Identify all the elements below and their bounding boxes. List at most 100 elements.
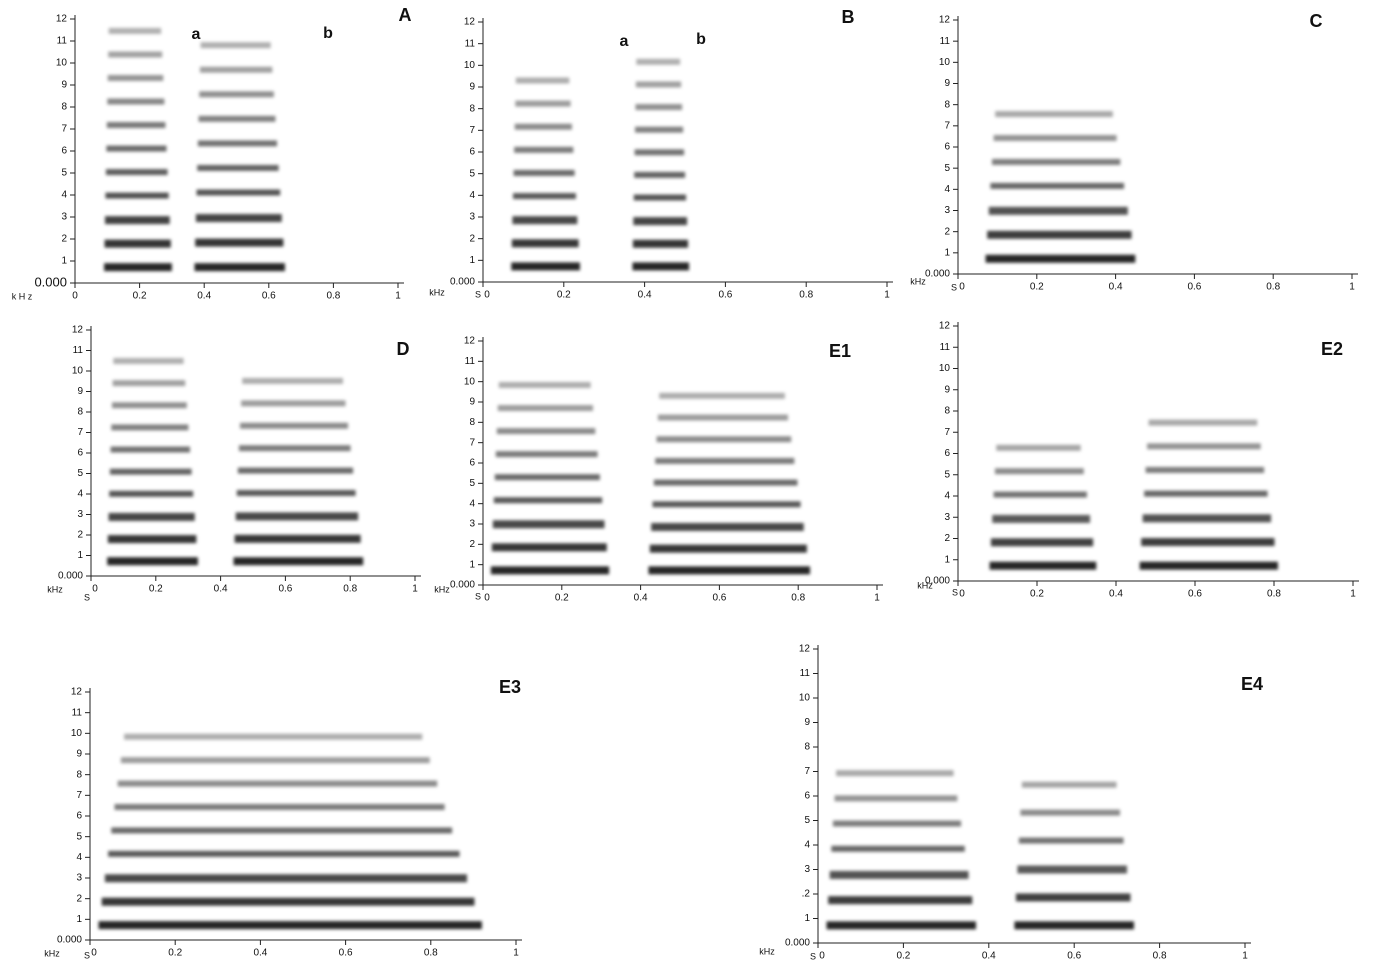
y-tick-label: 9 (469, 397, 475, 408)
spectrogram-band (633, 217, 688, 226)
y-tick-label: 10 (939, 363, 951, 374)
annotation: b (323, 25, 333, 42)
spectrogram (648, 392, 811, 575)
spectrogram-band (829, 870, 969, 879)
spectrogram-band (104, 874, 468, 883)
spectrogram-band (117, 780, 438, 787)
panel: 0.000 1 .2 3 4 5 6 7 8 9 10 11 12 0 0.2 0.4 0.6 0.8 1 kHz S E… (759, 644, 1263, 962)
x-tick-label: 0.4 (982, 951, 996, 962)
y-tick-label: 12 (799, 644, 811, 655)
spectrogram-band (1014, 921, 1134, 930)
spectrogram-band (831, 845, 965, 852)
y-tick-label: 11 (465, 38, 476, 49)
y-tick-label: 1 (469, 559, 475, 570)
x-unit: S (475, 591, 481, 601)
y-tick-label: 0.000 (34, 274, 67, 289)
spectrogram-band (110, 446, 190, 453)
spectrogram-band (111, 402, 187, 409)
y-tick-label: 2 (61, 234, 67, 245)
spectrogram-band (197, 140, 278, 147)
spectrogram-band (490, 566, 610, 575)
spectrogram-band (511, 262, 580, 271)
x-tick-label: 0.4 (197, 291, 211, 302)
x-tick-label: 0.4 (634, 593, 648, 604)
y-tick-label: 8 (77, 407, 83, 418)
spectrogram-band (1021, 781, 1117, 788)
spectrogram-band (493, 497, 603, 504)
spectrogram (98, 733, 482, 930)
spectrogram-band (656, 436, 792, 443)
y-tick-label: 4 (469, 498, 475, 509)
spectrogram-band (1018, 837, 1124, 844)
spectrogram-band (632, 262, 690, 271)
spectrogram-band (1017, 865, 1128, 874)
spectrogram-band (497, 405, 593, 412)
panel-label: E3 (499, 677, 521, 697)
x-tick-label: 0.4 (1109, 282, 1123, 293)
y-tick-label: 4 (77, 489, 83, 500)
x-tick-label: 1 (513, 948, 519, 959)
y-tick-label: 5 (61, 168, 67, 179)
spectrogram-band (194, 263, 285, 272)
y-tick-label: 1 (76, 914, 82, 925)
y-tick-label: 9 (77, 386, 83, 397)
spectrogram-band (648, 566, 811, 575)
panel-label: E1 (829, 341, 851, 361)
x-unit: S (475, 289, 481, 299)
y-tick-label: 0.000 (925, 269, 950, 280)
y-tick-label: 6 (944, 448, 950, 459)
y-tick-label: 1 (944, 554, 950, 565)
spectrogram-band (241, 400, 346, 407)
y-tick-label: 10 (464, 376, 476, 387)
spectrogram-band (105, 192, 169, 199)
spectrogram-band (649, 544, 807, 553)
spectrogram-band (512, 193, 576, 200)
x-unit: S (952, 587, 958, 597)
y-tick-label: 7 (469, 437, 475, 448)
spectrogram-band (196, 189, 281, 196)
x-tick-label: 0.8 (1266, 282, 1280, 293)
y-tick-label: 3 (61, 212, 67, 223)
y-tick-label: 1 (804, 913, 810, 924)
x-tick-label: 0.6 (339, 948, 353, 959)
panel-label: A (399, 5, 412, 25)
spectrogram-band (652, 501, 801, 508)
y-tick-label: 11 (57, 36, 68, 47)
spectrogram-band (105, 169, 168, 176)
y-tick-label: 2 (77, 530, 83, 541)
y-tick-label: 10 (939, 57, 951, 68)
y-tick-label: 4 (804, 840, 810, 851)
x-tick-label: 1 (1350, 589, 1356, 600)
y-unit: kHz (429, 287, 445, 297)
y-unit: kHz (47, 584, 63, 594)
spectrogram-band (996, 444, 1081, 451)
x-tick-label: 0 (959, 282, 965, 293)
y-tick-label: 7 (804, 766, 810, 777)
x-tick-label: 0.6 (1188, 589, 1202, 600)
x-tick-label: 0.8 (791, 593, 805, 604)
x-tick-label: 0.2 (1030, 589, 1044, 600)
spectrogram-band (111, 424, 189, 431)
spectrogram-band (1141, 538, 1275, 547)
spectrogram-band (985, 254, 1136, 263)
spectrogram-band (104, 239, 171, 248)
panel-label: E4 (1241, 674, 1263, 694)
spectrogram-band (651, 522, 804, 531)
spectrogram-band (1015, 893, 1131, 902)
y-unit: kHz (910, 276, 926, 286)
x-tick-label: 0 (91, 948, 97, 959)
y-tick-label: 9 (944, 384, 950, 395)
spectrogram-band (515, 100, 571, 107)
x-tick-label: 1 (874, 593, 880, 604)
y-tick-label: 9 (804, 717, 810, 728)
y-tick-label: 1 (77, 550, 83, 561)
spectrogram-band (990, 182, 1125, 189)
panel-label: E2 (1321, 339, 1343, 359)
spectrogram-band (240, 422, 349, 429)
x-tick-label: 0.6 (1187, 282, 1201, 293)
y-tick-label: 8 (944, 406, 950, 417)
y-tick-label: 6 (469, 458, 475, 469)
spectrogram-band (634, 149, 685, 156)
